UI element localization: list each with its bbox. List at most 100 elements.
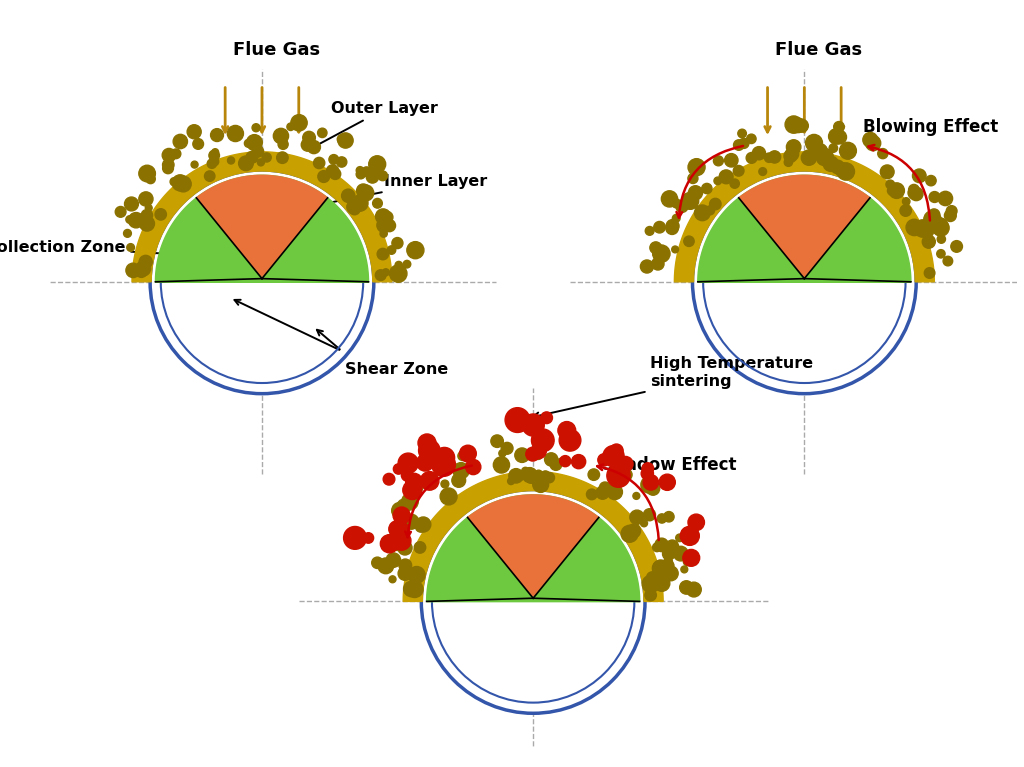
Circle shape [389,576,396,583]
Circle shape [139,216,155,231]
Circle shape [641,476,657,493]
Circle shape [931,218,948,235]
Circle shape [646,482,659,495]
Circle shape [571,455,586,469]
Circle shape [245,140,252,147]
Circle shape [951,241,963,252]
Circle shape [863,133,878,147]
Circle shape [211,157,219,166]
Circle shape [163,159,174,170]
Circle shape [421,489,645,713]
Circle shape [622,525,638,542]
Circle shape [640,520,647,527]
Circle shape [812,143,827,160]
Circle shape [347,200,360,214]
Circle shape [409,488,419,498]
Circle shape [720,170,731,182]
Circle shape [356,184,370,197]
Circle shape [392,238,403,249]
Circle shape [654,575,670,591]
Circle shape [432,453,456,476]
Circle shape [436,468,444,476]
Circle shape [434,447,455,468]
Circle shape [389,265,407,282]
Circle shape [337,156,347,167]
Circle shape [262,153,271,162]
Circle shape [664,512,674,522]
Circle shape [596,486,609,499]
Circle shape [505,408,529,433]
Circle shape [933,219,949,236]
Circle shape [664,558,673,566]
Circle shape [610,444,624,457]
Circle shape [796,119,808,132]
Circle shape [683,549,699,566]
Circle shape [252,146,263,157]
Circle shape [407,242,424,258]
Circle shape [688,186,702,200]
Circle shape [642,575,659,593]
Circle shape [924,211,941,228]
Circle shape [627,524,641,538]
Circle shape [701,183,712,194]
Text: Collection Zone: Collection Zone [0,240,187,258]
Circle shape [681,566,688,573]
Circle shape [929,209,940,220]
Circle shape [938,191,952,206]
Circle shape [653,222,666,233]
Circle shape [508,478,514,485]
Circle shape [383,219,394,231]
Circle shape [385,536,396,547]
Circle shape [441,480,449,488]
Circle shape [680,526,699,545]
Polygon shape [675,152,934,281]
Polygon shape [427,495,640,601]
Text: Shear Zone: Shear Zone [345,362,449,377]
Circle shape [381,212,393,223]
Circle shape [535,470,543,479]
Circle shape [155,209,167,220]
Text: High Temperature
sintering: High Temperature sintering [532,356,813,419]
Circle shape [494,457,510,473]
Circle shape [273,128,289,143]
Circle shape [785,147,799,160]
Circle shape [227,157,234,164]
Text: Flue Gas: Flue Gas [232,41,321,58]
Circle shape [126,216,133,223]
Circle shape [145,174,156,183]
Circle shape [666,219,679,232]
Circle shape [672,199,681,208]
Circle shape [501,443,513,454]
Circle shape [830,160,845,174]
Circle shape [361,167,372,176]
Circle shape [926,176,936,186]
Circle shape [937,235,945,243]
Circle shape [392,502,409,519]
Circle shape [908,186,921,199]
Circle shape [170,178,178,186]
Circle shape [375,270,386,281]
Circle shape [440,488,457,505]
Circle shape [643,475,658,490]
Circle shape [645,226,654,235]
Circle shape [372,557,383,568]
Circle shape [191,161,198,168]
Circle shape [116,206,126,217]
Circle shape [693,166,700,174]
Circle shape [829,144,838,153]
Circle shape [652,245,670,262]
Circle shape [908,184,920,195]
Circle shape [246,151,258,163]
Circle shape [914,220,932,237]
Circle shape [655,538,669,551]
Polygon shape [132,152,392,281]
Circle shape [406,473,423,490]
Circle shape [659,474,675,490]
Circle shape [545,453,558,466]
Circle shape [532,476,549,492]
Circle shape [646,571,658,584]
Circle shape [171,149,181,159]
Text: Blowing Effect: Blowing Effect [863,118,998,137]
Circle shape [676,200,688,212]
Circle shape [338,133,353,148]
